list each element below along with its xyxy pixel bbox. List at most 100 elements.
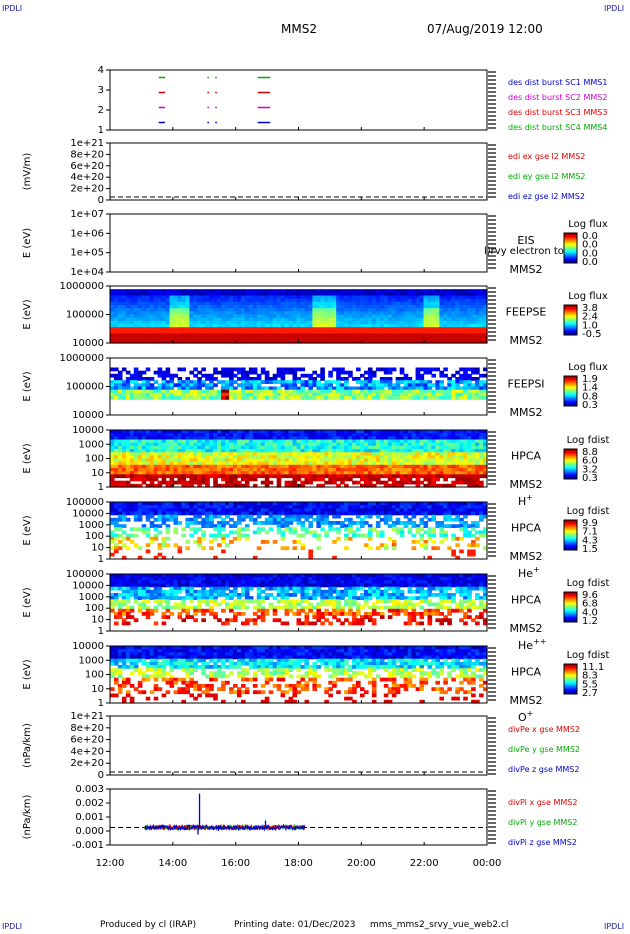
spectrogram-cell: [340, 521, 345, 525]
spectrogram-cell: [364, 389, 369, 394]
spectrogram-cell: [173, 461, 179, 466]
spectrogram-cell: [415, 508, 421, 513]
spectrogram-cell: [189, 452, 194, 456]
spectrogram-cell: [427, 336, 433, 341]
spectrogram-cell: [149, 289, 155, 293]
spectrogram-cell: [241, 289, 246, 293]
spectrogram-cell: [252, 298, 258, 303]
spectrogram-cell: [177, 289, 183, 293]
spectrogram-cell: [157, 543, 163, 547]
spectrogram-cell: [264, 511, 270, 516]
spectrogram-cell: [149, 461, 155, 466]
spectrogram-cell: [153, 449, 159, 453]
spectrogram-cell: [248, 305, 254, 309]
spectrogram-cell: [324, 324, 329, 328]
spectrogram-cell: [173, 439, 179, 444]
spectrogram-cell: [360, 380, 365, 384]
spectrogram-cell: [296, 330, 302, 335]
spectrogram-cell: [300, 461, 306, 466]
spectrogram-cell: [419, 311, 425, 316]
spectrogram-cell: [157, 433, 163, 437]
spectrogram-cell: [463, 471, 468, 475]
spectrogram-cell: [117, 445, 123, 450]
spectrogram-cell: [169, 392, 175, 397]
spectrogram-cell: [141, 474, 147, 479]
spectrogram-cell: [201, 439, 206, 444]
spectrogram-cell: [320, 445, 325, 450]
spectrogram-cell: [117, 442, 123, 447]
spectrogram-cell: [312, 517, 317, 522]
spectrogram-cell: [411, 514, 417, 519]
spectrogram-cell: [197, 330, 202, 335]
spectrogram-cell: [304, 436, 310, 441]
spectrogram-cell: [145, 527, 151, 532]
y-axis-label: E (eV): [22, 228, 33, 258]
spectrogram-cell: [483, 383, 488, 388]
spectrogram-cell: [149, 468, 155, 472]
overlay-text: l)rvy electron to: [484, 246, 564, 257]
spectrogram-cell: [149, 521, 155, 525]
spectrogram-cell: [415, 468, 421, 472]
spectrogram-cell: [292, 430, 298, 434]
spectrogram-cell: [114, 383, 119, 388]
spectrogram-cell: [233, 298, 238, 303]
spectrogram-cell: [153, 458, 159, 463]
spectrogram-cell: [137, 477, 143, 482]
spectrogram-cell: [209, 295, 214, 300]
spectrogram-cell: [435, 483, 440, 488]
spectrogram-cell: [340, 458, 345, 463]
spectrogram-cell: [451, 305, 456, 309]
spectrogram-cell: [205, 320, 210, 325]
spectrogram-cell: [312, 396, 317, 400]
spectrogram-cell: [379, 367, 385, 372]
spectrogram-cell: [407, 508, 413, 513]
spectrogram-cell: [411, 464, 417, 469]
spectrogram-cell: [268, 521, 274, 525]
spectrogram-cell: [149, 430, 155, 434]
spectrogram-cell: [451, 461, 456, 466]
spectrogram-cell: [427, 330, 433, 335]
spectrogram-cell: [292, 298, 298, 303]
spectrogram-cell: [129, 333, 135, 338]
spectrogram-cell: [328, 442, 333, 447]
spectrogram-cell: [272, 505, 278, 509]
spectrogram-cell: [459, 320, 464, 325]
spectrogram-cell: [332, 396, 337, 400]
spectrogram-cell: [427, 458, 433, 463]
spectrogram-cell: [352, 389, 357, 394]
spectrogram-cell: [344, 324, 349, 328]
spectrogram-cell: [379, 308, 385, 312]
spectrogram-cell: [312, 320, 317, 325]
spectrogram-cell: [483, 452, 488, 456]
spectrogram-cell: [415, 477, 421, 482]
spectrogram-cell: [237, 377, 242, 381]
spectrogram-cell: [423, 433, 429, 437]
spectrogram-cell: [185, 524, 190, 528]
spectrogram-cell: [324, 327, 329, 331]
spectrogram-cell: [455, 383, 460, 388]
spectrogram-cell: [459, 449, 464, 453]
spectrogram-cell: [371, 333, 377, 338]
spectrogram-cell: [133, 308, 139, 312]
spectrogram-cell: [336, 464, 341, 469]
spectrogram-cell: [387, 536, 393, 541]
spectrogram-cell: [411, 502, 417, 506]
spectrogram-cell: [348, 471, 353, 475]
spectrogram-cell: [427, 533, 433, 538]
spectrogram-cell: [443, 461, 448, 466]
spectrogram-cell: [248, 324, 254, 328]
spectrogram-cell: [296, 449, 302, 453]
spectrogram-cell: [443, 298, 448, 303]
spectrogram-cell: [439, 295, 444, 300]
spectrogram-cell: [217, 298, 222, 303]
spectrogram-cell: [411, 330, 417, 335]
spectrogram-cell: [248, 508, 254, 513]
spectrogram-cell: [209, 524, 214, 528]
spectrogram-cell: [165, 480, 171, 485]
spectrogram-cell: [284, 483, 290, 488]
spectrogram-cell: [141, 333, 147, 338]
spectrogram-cell: [471, 317, 476, 322]
spectrogram-cell: [427, 439, 433, 444]
spectrogram-cell: [463, 383, 468, 388]
spectrogram-cell: [379, 474, 385, 479]
